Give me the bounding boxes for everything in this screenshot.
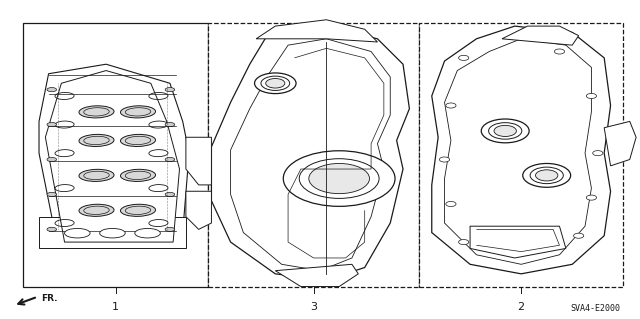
Ellipse shape — [586, 195, 596, 200]
Ellipse shape — [100, 228, 125, 238]
Ellipse shape — [266, 78, 285, 88]
Ellipse shape — [165, 158, 175, 161]
Ellipse shape — [165, 192, 175, 197]
Polygon shape — [39, 64, 189, 233]
Ellipse shape — [120, 204, 156, 216]
Ellipse shape — [446, 103, 456, 108]
Ellipse shape — [536, 170, 558, 181]
Ellipse shape — [300, 159, 379, 198]
Ellipse shape — [120, 134, 156, 146]
Ellipse shape — [530, 167, 563, 184]
Ellipse shape — [165, 227, 175, 232]
Ellipse shape — [554, 49, 564, 54]
Polygon shape — [186, 137, 211, 185]
Text: 3: 3 — [310, 302, 317, 312]
Ellipse shape — [494, 125, 516, 137]
Ellipse shape — [481, 119, 529, 143]
Ellipse shape — [586, 93, 596, 99]
Ellipse shape — [459, 55, 468, 60]
Ellipse shape — [523, 163, 571, 187]
Bar — [419, 23, 623, 286]
Ellipse shape — [255, 73, 296, 93]
Polygon shape — [39, 217, 186, 249]
Ellipse shape — [573, 233, 584, 238]
Ellipse shape — [79, 169, 114, 182]
Ellipse shape — [261, 76, 290, 90]
Polygon shape — [432, 26, 611, 274]
Ellipse shape — [284, 151, 395, 206]
Ellipse shape — [47, 158, 56, 161]
Polygon shape — [470, 226, 566, 258]
Bar — [208, 23, 419, 286]
Ellipse shape — [120, 169, 156, 182]
Ellipse shape — [135, 228, 161, 238]
Polygon shape — [45, 70, 179, 242]
Ellipse shape — [47, 87, 56, 92]
Ellipse shape — [440, 157, 450, 162]
Text: 1: 1 — [112, 302, 119, 312]
Ellipse shape — [593, 151, 603, 156]
Polygon shape — [604, 122, 636, 166]
Ellipse shape — [47, 122, 56, 127]
Polygon shape — [445, 39, 591, 264]
Text: SVA4-E2000: SVA4-E2000 — [570, 304, 620, 313]
Ellipse shape — [488, 123, 522, 139]
Ellipse shape — [79, 134, 114, 146]
Ellipse shape — [165, 122, 175, 127]
Ellipse shape — [459, 240, 468, 245]
Ellipse shape — [309, 163, 369, 194]
Ellipse shape — [79, 204, 114, 216]
Text: 2: 2 — [518, 302, 525, 312]
Polygon shape — [230, 39, 390, 271]
Polygon shape — [256, 20, 378, 42]
Ellipse shape — [65, 228, 90, 238]
Text: FR.: FR. — [41, 294, 58, 303]
Polygon shape — [275, 264, 358, 286]
Ellipse shape — [120, 106, 156, 118]
Ellipse shape — [47, 192, 56, 197]
Ellipse shape — [165, 87, 175, 92]
Ellipse shape — [47, 227, 56, 232]
Ellipse shape — [79, 106, 114, 118]
Polygon shape — [186, 191, 211, 229]
Polygon shape — [502, 26, 579, 45]
Polygon shape — [211, 26, 410, 280]
Ellipse shape — [446, 201, 456, 206]
Bar — [23, 23, 208, 286]
